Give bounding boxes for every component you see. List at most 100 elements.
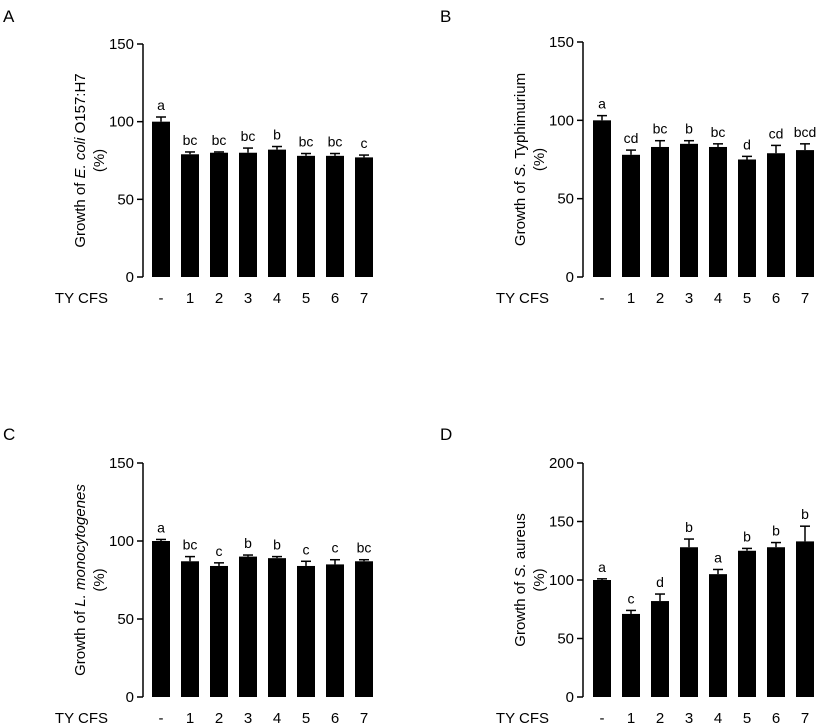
panel-letter: B — [440, 7, 451, 26]
significance-letter: bc — [357, 540, 372, 556]
significance-letter: bc — [711, 124, 726, 140]
y-axis-unit: (%) — [91, 568, 108, 591]
bar — [738, 550, 756, 697]
bar — [767, 153, 785, 277]
bar — [326, 564, 344, 697]
significance-letter: bc — [241, 128, 256, 144]
x-tick-label: 1 — [627, 710, 635, 725]
x-tick-label: 6 — [772, 710, 780, 725]
panel-letter: D — [440, 425, 452, 444]
panel-letter: C — [3, 425, 15, 444]
significance-letter: a — [714, 549, 722, 565]
bar — [152, 541, 170, 697]
y-tick-label: 100 — [549, 112, 574, 129]
bar — [239, 152, 257, 277]
y-tick-label: 0 — [126, 689, 134, 706]
bar — [297, 155, 315, 277]
bar — [152, 121, 170, 278]
x-tick-label: 5 — [743, 290, 751, 307]
panel-letter: A — [3, 7, 15, 26]
bar — [181, 561, 199, 697]
y-axis-unit: (%) — [531, 568, 548, 591]
bar — [593, 120, 611, 277]
y-axis-label-prefix: Growth of — [512, 177, 529, 246]
chart-panel-a: A 0 50 100 150 Growth of E. coli O157:H7(%) TY… — [3, 7, 373, 307]
x-prefix-label: TY CFS — [55, 710, 108, 725]
x-tick-label: 3 — [685, 290, 693, 307]
bar — [181, 154, 199, 277]
bar — [355, 561, 373, 697]
y-tick-label: 150 — [109, 36, 134, 53]
y-axis-label: Growth of S. aureus — [512, 513, 529, 646]
x-tick-label: 3 — [685, 710, 693, 725]
x-tick-label: 2 — [215, 710, 223, 725]
y-tick-label: 150 — [549, 34, 574, 51]
y-tick-label: 50 — [557, 191, 574, 208]
y-tick-label: 0 — [566, 689, 574, 706]
bar — [796, 150, 814, 277]
significance-letter: c — [628, 590, 635, 606]
y-axis-label-prefix: Growth of — [512, 578, 529, 647]
bar — [326, 155, 344, 277]
y-axis-unit: (%) — [91, 149, 108, 172]
bar — [593, 580, 611, 697]
bar — [297, 565, 315, 697]
chart-panel-c: C 0 50 100 150 Growth of L. monocytogenes (%) T… — [3, 425, 373, 725]
bar — [622, 613, 640, 697]
y-axis-label-organism: L. monocytogenes — [72, 484, 89, 607]
bar — [651, 146, 669, 277]
significance-letter: b — [772, 523, 780, 539]
bar — [210, 565, 228, 697]
significance-letter: c — [216, 543, 223, 559]
y-axis-label-organism: S. — [512, 563, 529, 577]
x-tick-label: - — [600, 710, 605, 725]
y-axis-label-suffix: aureus — [512, 513, 529, 563]
significance-letter: bc — [328, 134, 343, 150]
significance-letter: b — [273, 537, 281, 553]
x-tick-label: 7 — [360, 710, 368, 725]
bar — [239, 556, 257, 697]
significance-letter: b — [273, 127, 281, 143]
bar — [355, 157, 373, 277]
x-tick-label: - — [159, 710, 164, 725]
x-tick-label: 7 — [801, 710, 809, 725]
y-tick-label: 200 — [549, 455, 574, 472]
x-tick-label: 2 — [215, 290, 223, 307]
bar — [680, 143, 698, 277]
x-tick-label: 3 — [244, 710, 252, 725]
x-tick-label: 2 — [656, 290, 664, 307]
y-tick-label: 0 — [566, 269, 574, 286]
bar — [651, 601, 669, 697]
significance-letter: b — [801, 506, 809, 522]
significance-letter: cd — [769, 125, 784, 141]
x-tick-label: 7 — [360, 290, 368, 307]
bar — [268, 558, 286, 697]
significance-letter: bcd — [794, 124, 817, 140]
x-prefix-label: TY CFS — [496, 710, 549, 725]
y-tick-label: 100 — [109, 533, 134, 550]
significance-letter: d — [656, 574, 664, 590]
y-axis-label-organism: S. — [512, 163, 529, 177]
significance-letter: b — [244, 535, 252, 551]
x-tick-label: 4 — [714, 710, 722, 725]
y-tick-label: 50 — [117, 611, 134, 628]
significance-letter: c — [303, 541, 310, 557]
y-tick-label: 150 — [549, 514, 574, 531]
x-tick-label: 3 — [244, 290, 252, 307]
y-tick-label: 100 — [549, 572, 574, 589]
significance-letter: cd — [624, 130, 639, 146]
x-tick-label: 6 — [331, 290, 339, 307]
x-tick-label: 7 — [801, 290, 809, 307]
bar — [622, 154, 640, 277]
x-tick-label: 1 — [186, 710, 194, 725]
x-tick-label: 4 — [714, 290, 722, 307]
x-tick-label: 6 — [331, 710, 339, 725]
significance-letter: c — [332, 540, 339, 556]
significance-letter: b — [685, 121, 693, 137]
y-axis-label-prefix: Growth of — [72, 607, 89, 676]
bar — [709, 574, 727, 697]
x-tick-label: 5 — [302, 710, 310, 725]
significance-letter: c — [361, 135, 368, 151]
x-tick-label: 1 — [186, 290, 194, 307]
significance-letter: bc — [653, 121, 668, 137]
